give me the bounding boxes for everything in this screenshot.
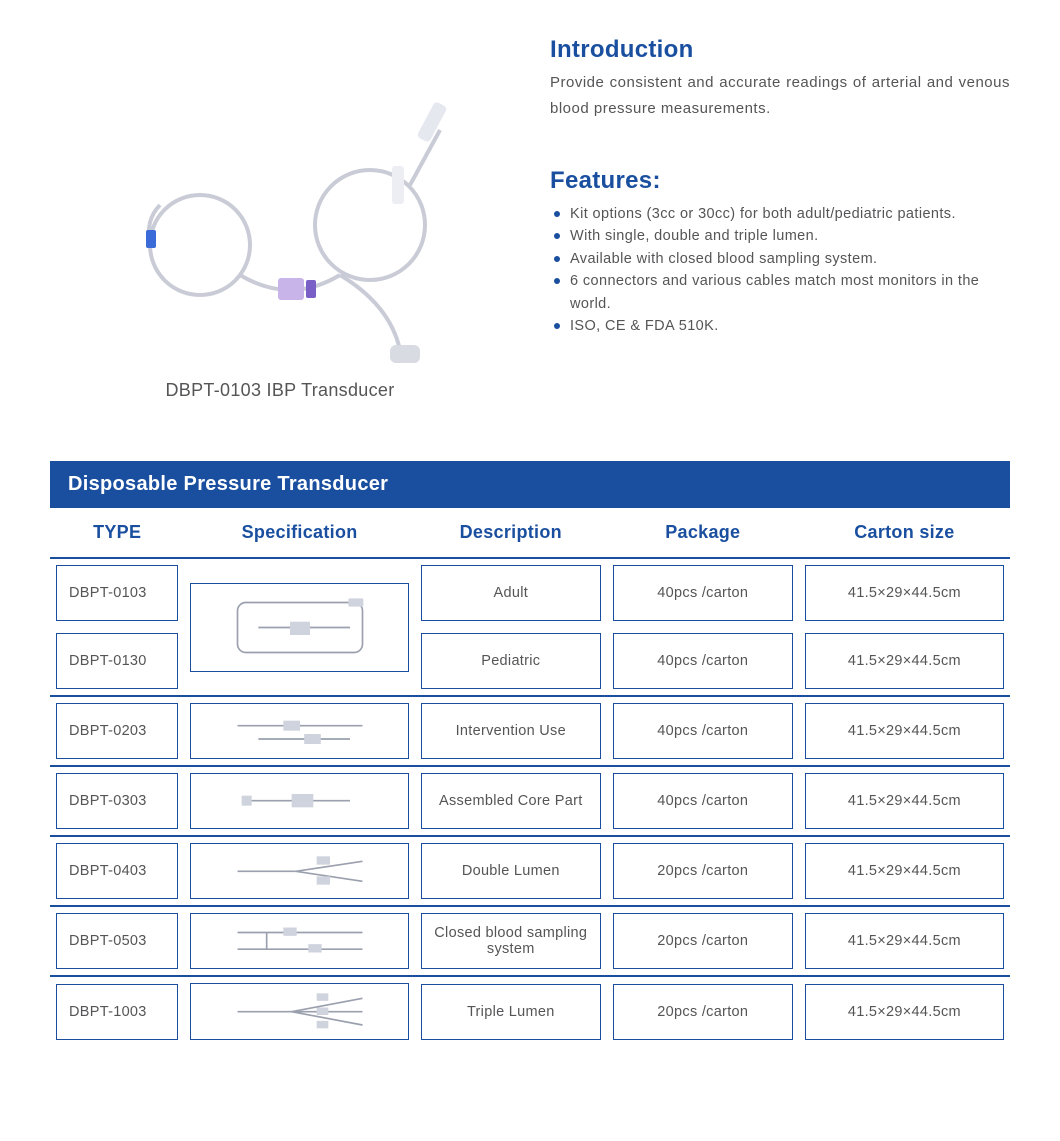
spec-diagram-icon <box>225 920 375 962</box>
cell-description: Assembled Core Part <box>421 773 601 829</box>
product-image <box>90 70 470 370</box>
cell-carton: 41.5×29×44.5cm <box>805 913 1004 969</box>
cell-package: 40pcs /carton <box>613 565 793 621</box>
cell-description: Double Lumen <box>421 843 601 899</box>
info-column: Introduction Provide consistent and accu… <box>550 30 1010 401</box>
cell-package: 40pcs /carton <box>613 633 793 689</box>
col-header-pkg: Package <box>607 510 799 559</box>
cell-spec-image <box>190 583 408 672</box>
cell-spec-image <box>190 843 408 899</box>
cell-description: Intervention Use <box>421 703 601 759</box>
cell-carton: 41.5×29×44.5cm <box>805 565 1004 621</box>
spec-table: TYPE Specification Description Package C… <box>50 510 1010 1046</box>
cell-carton: 41.5×29×44.5cm <box>805 773 1004 829</box>
table-row: DBPT-0403 Double Lumen 20pcs /carton 41.… <box>50 835 1010 905</box>
features-list: Kit options (3cc or 30cc) for both adult… <box>550 203 1010 338</box>
spec-diagram-icon <box>225 853 375 890</box>
cell-type: DBPT-0203 <box>56 703 178 759</box>
feature-item: Kit options (3cc or 30cc) for both adult… <box>554 203 1010 225</box>
cell-description: Closed blood sampling system <box>421 913 601 969</box>
spec-diagram-icon <box>225 590 375 665</box>
intro-heading: Introduction <box>550 36 1010 64</box>
table-row: DBPT-0203 Intervention Use 40pcs /carton… <box>50 695 1010 765</box>
cell-type: DBPT-1003 <box>56 984 178 1040</box>
features-heading: Features: <box>550 167 1010 195</box>
product-image-column: DBPT-0103 IBP Transducer <box>50 30 510 401</box>
product-svg-icon <box>90 70 470 370</box>
col-header-desc: Description <box>415 510 607 559</box>
cell-package: 20pcs /carton <box>613 843 793 899</box>
cell-description: Pediatric <box>421 633 601 689</box>
cell-carton: 41.5×29×44.5cm <box>805 703 1004 759</box>
cell-type: DBPT-0103 <box>56 565 178 621</box>
cell-type: DBPT-0403 <box>56 843 178 899</box>
table-header-row: TYPE Specification Description Package C… <box>50 510 1010 559</box>
cell-package: 20pcs /carton <box>613 913 793 969</box>
cell-type: DBPT-0503 <box>56 913 178 969</box>
col-header-type: TYPE <box>50 510 184 559</box>
cell-type: DBPT-0130 <box>56 633 178 689</box>
table-row: DBPT-0503 Closed blood sampling system 2… <box>50 905 1010 975</box>
cell-package: 40pcs /carton <box>613 773 793 829</box>
col-header-carton: Carton size <box>799 510 1010 559</box>
spec-diagram-icon <box>225 784 375 817</box>
spec-diagram-icon <box>225 714 375 747</box>
intro-text: Provide consistent and accurate readings… <box>550 70 1010 121</box>
table-row: DBPT-1003 Triple Lumen 20pcs /carton <box>50 975 1010 1046</box>
cell-spec-image <box>190 773 408 829</box>
cell-package: 40pcs /carton <box>613 703 793 759</box>
cell-package: 20pcs /carton <box>613 984 793 1040</box>
cell-spec-image <box>190 703 408 759</box>
feature-item: 6 connectors and various cables match mo… <box>554 270 1010 315</box>
product-caption: DBPT-0103 IBP Transducer <box>166 380 395 401</box>
cell-description: Triple Lumen <box>421 984 601 1040</box>
spec-diagram-icon <box>225 990 375 1033</box>
cell-spec-image <box>190 913 408 969</box>
cell-carton: 41.5×29×44.5cm <box>805 633 1004 689</box>
top-section: DBPT-0103 IBP Transducer Introduction Pr… <box>50 30 1010 401</box>
cell-carton: 41.5×29×44.5cm <box>805 843 1004 899</box>
table-row: DBPT-0103 Adult 40pcs /carton <box>50 559 1010 627</box>
feature-item: ISO, CE & FDA 510K. <box>554 315 1010 337</box>
col-header-spec: Specification <box>184 510 414 559</box>
feature-item: With single, double and triple lumen. <box>554 225 1010 247</box>
table-title-bar: Disposable Pressure Transducer <box>50 461 1010 508</box>
feature-item: Available with closed blood sampling sys… <box>554 248 1010 270</box>
table-row: DBPT-0303 Assembled Core Part 40pcs /car… <box>50 765 1010 835</box>
cell-spec-image <box>190 983 408 1040</box>
cell-description: Adult <box>421 565 601 621</box>
cell-type: DBPT-0303 <box>56 773 178 829</box>
cell-carton: 41.5×29×44.5cm <box>805 984 1004 1040</box>
